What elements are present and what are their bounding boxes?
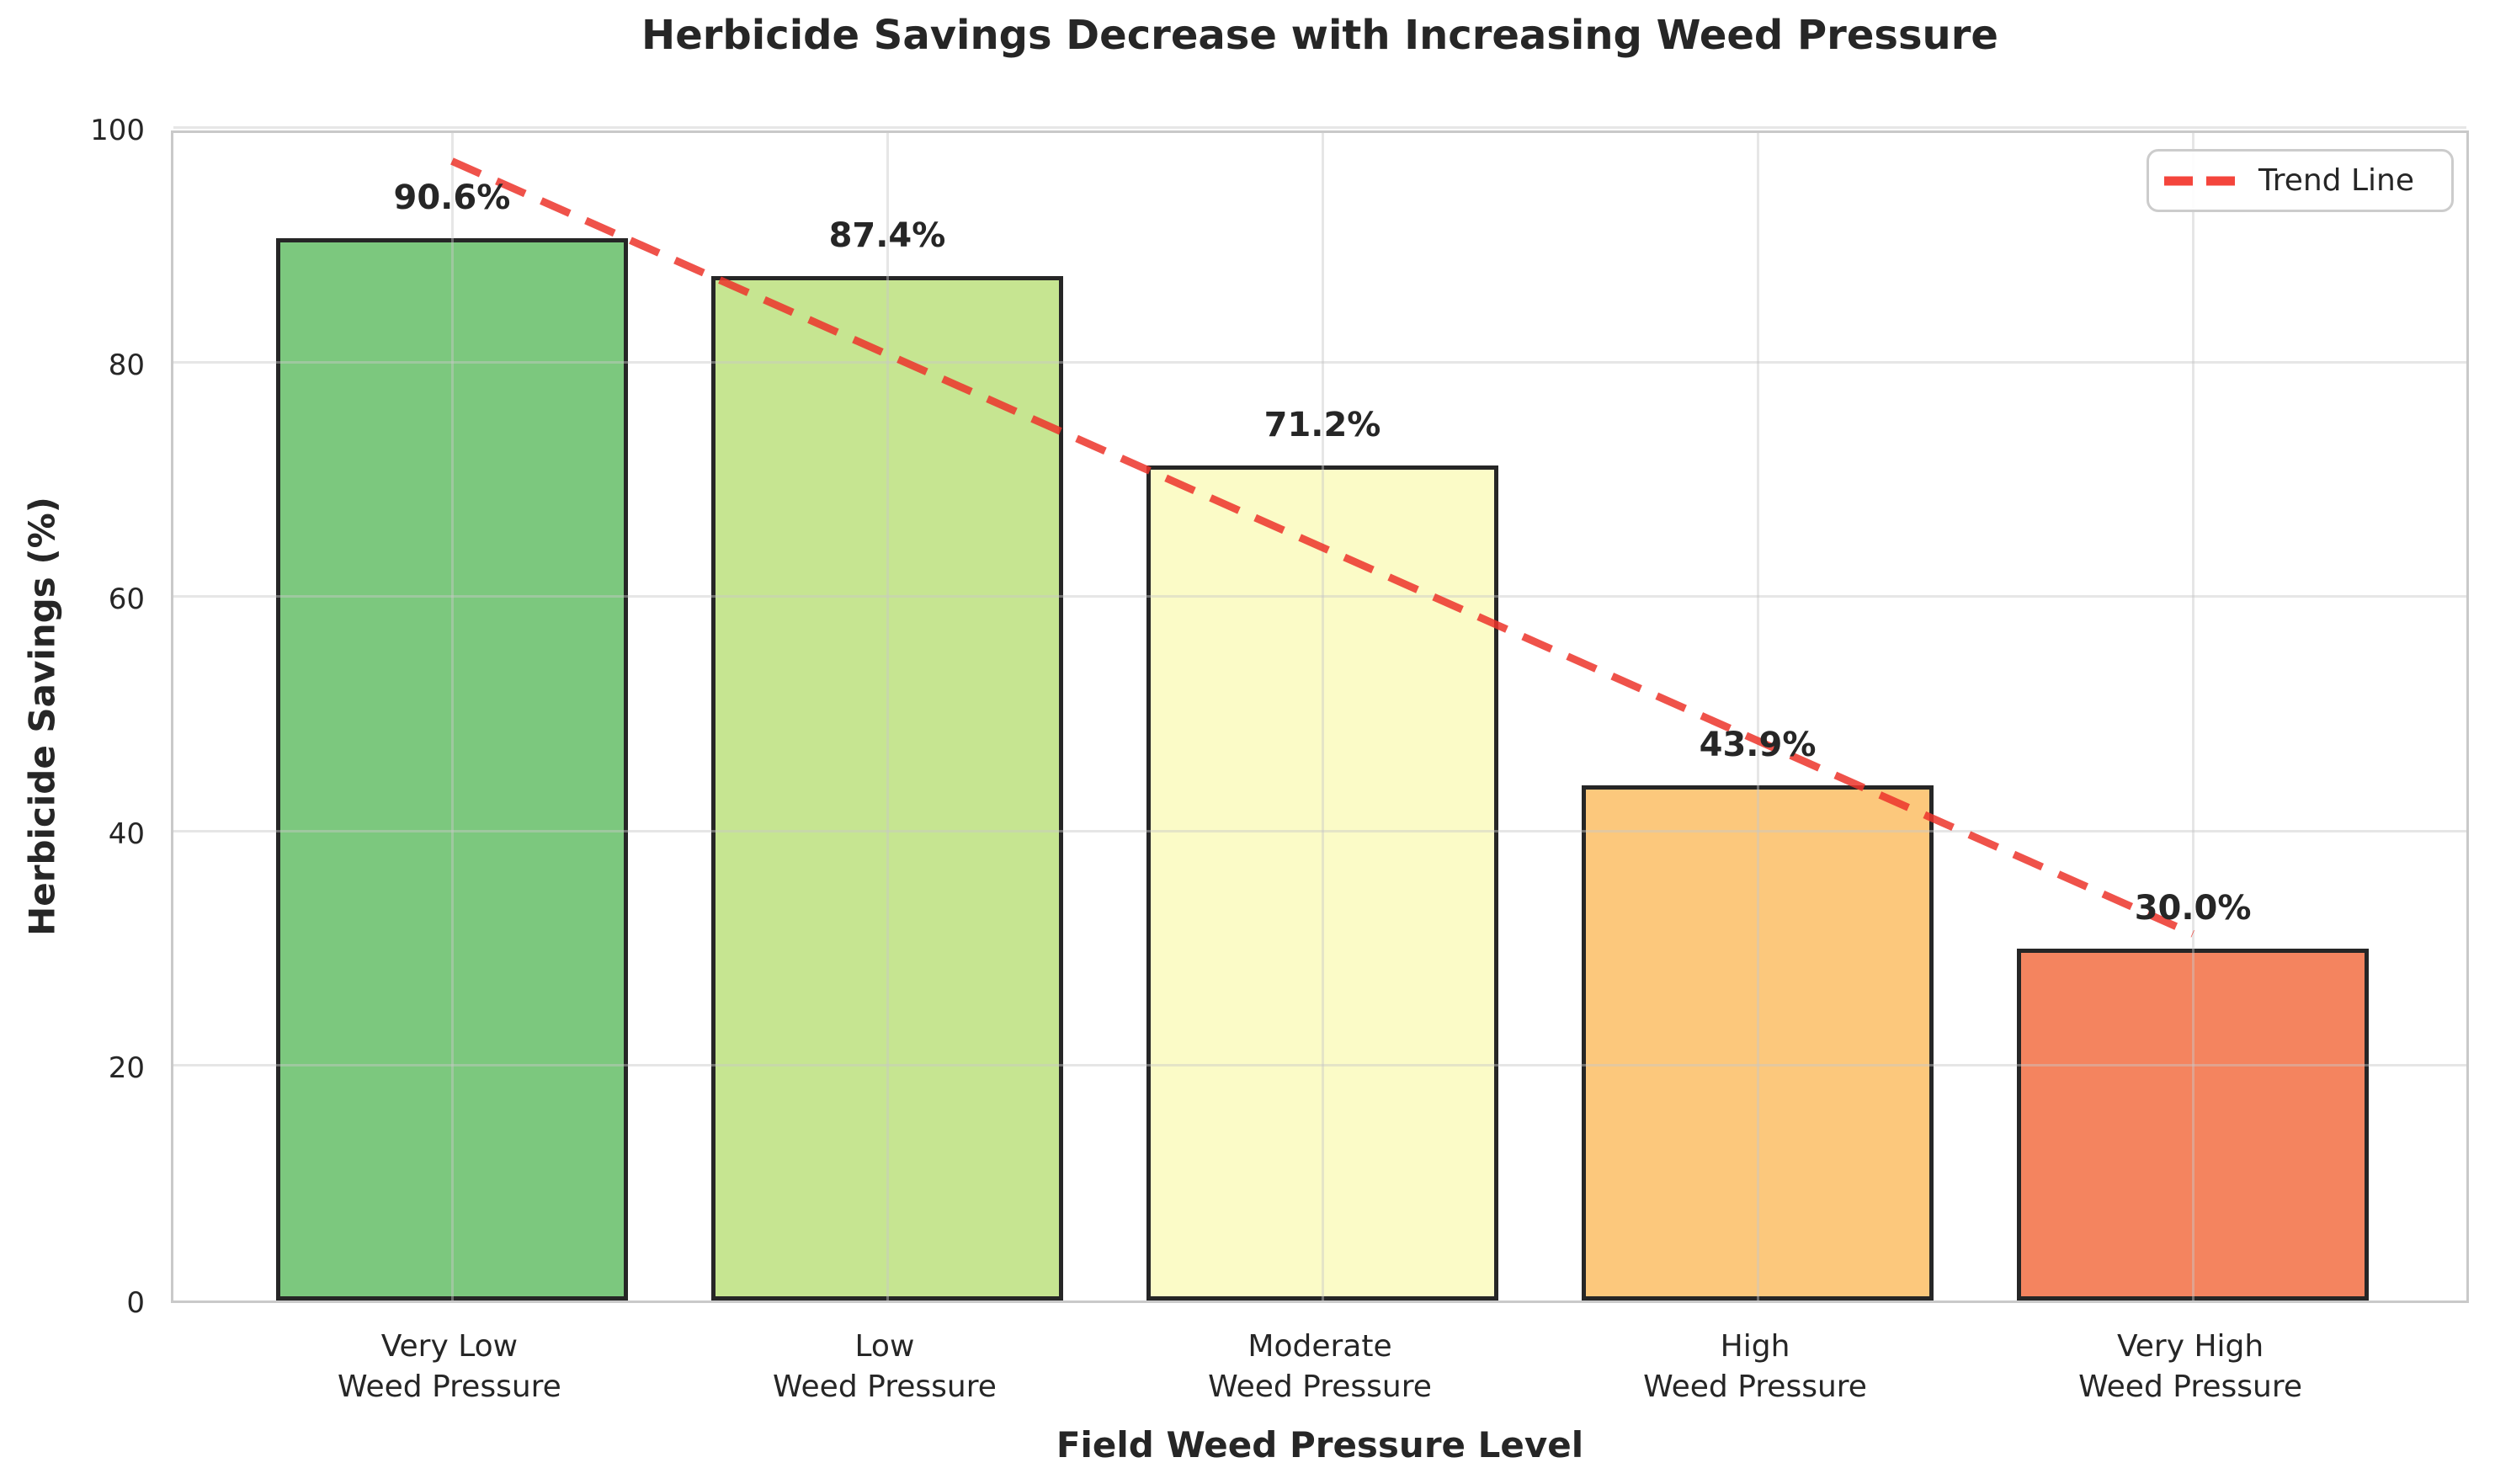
x-tick-label: High Weed Pressure: [1643, 1329, 1867, 1404]
y-tick-label: 60: [108, 582, 145, 617]
trend-line-legend-icon: [2164, 176, 2235, 185]
bar-value-label: 90.6%: [393, 178, 511, 217]
x-axis-label: Field Weed Pressure Level: [1056, 1424, 1584, 1465]
bar: [711, 275, 1063, 1300]
x-tick-label: Low Weed Pressure: [773, 1329, 997, 1404]
gridline-vertical: [1757, 133, 1760, 1300]
plot-area: 90.6% 87.4% 71.2% 43.9% 30.0%: [171, 126, 2469, 1303]
gridline-horizontal: [173, 829, 2466, 832]
y-tick-label: 20: [108, 1051, 145, 1086]
gridline-horizontal: [173, 126, 2466, 129]
gridline-horizontal: [173, 595, 2466, 598]
gridline-horizontal: [173, 1064, 2466, 1067]
gridline-horizontal: [173, 360, 2466, 364]
bar: [1146, 465, 1498, 1300]
y-tick-label: 0: [126, 1286, 145, 1320]
y-axis-label: Herbicide Savings (%): [21, 497, 63, 936]
gridline-vertical: [2192, 133, 2195, 1300]
bar: [276, 237, 628, 1300]
bar-value-label: 43.9%: [1699, 726, 1817, 765]
gridline-vertical: [1322, 133, 1324, 1300]
legend-label: Trend Line: [2258, 163, 2414, 198]
trend-line: [450, 157, 2194, 938]
bar-value-label: 71.2%: [1263, 406, 1381, 445]
y-tick-label: 80: [108, 348, 145, 382]
y-tick-label: 100: [90, 114, 145, 147]
gridline-vertical: [886, 133, 889, 1300]
x-tick-label: Moderate Weed Pressure: [1208, 1329, 1432, 1404]
bar: [2017, 949, 2369, 1300]
bar: [1582, 785, 1934, 1300]
x-tick-label: Very High Weed Pressure: [2078, 1329, 2302, 1404]
chart-title: Herbicide Savings Decrease with Increasi…: [641, 12, 1998, 59]
x-tick-label: Very Low Weed Pressure: [338, 1329, 561, 1404]
bar-value-label: 87.4%: [828, 215, 946, 255]
y-tick-label: 40: [108, 816, 145, 851]
legend: Trend Line: [2147, 149, 2454, 212]
bar-value-label: 30.0%: [2134, 889, 2252, 928]
gridline-vertical: [450, 133, 454, 1300]
